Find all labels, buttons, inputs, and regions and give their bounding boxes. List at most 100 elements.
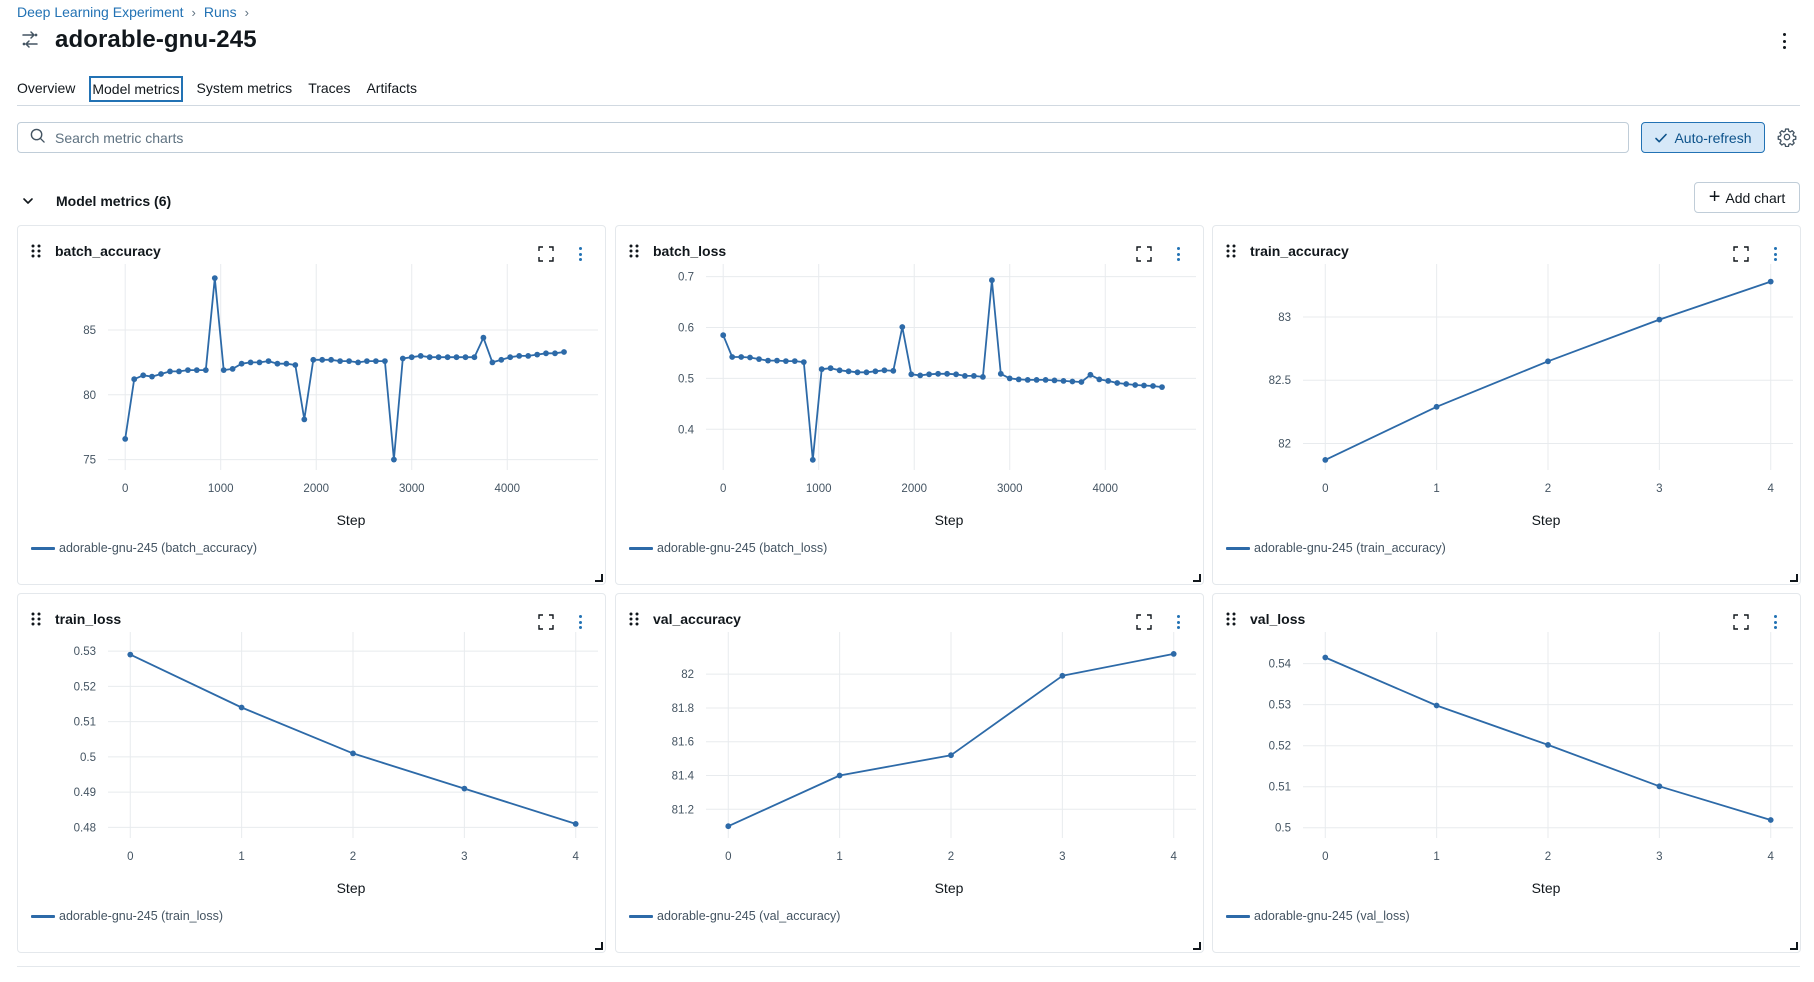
- data-point[interactable]: [997, 370, 1004, 377]
- data-point[interactable]: [908, 371, 915, 378]
- data-point[interactable]: [1060, 378, 1067, 384]
- data-point[interactable]: [863, 369, 870, 376]
- auto-refresh-button[interactable]: Auto-refresh: [1641, 122, 1765, 153]
- data-point[interactable]: [534, 351, 541, 358]
- data-point[interactable]: [800, 359, 807, 365]
- data-point[interactable]: [220, 367, 227, 373]
- data-point[interactable]: [1322, 457, 1329, 463]
- data-point[interactable]: [417, 353, 424, 359]
- data-point[interactable]: [827, 365, 834, 372]
- data-point[interactable]: [1322, 654, 1329, 661]
- data-point[interactable]: [480, 334, 487, 341]
- data-point[interactable]: [1015, 376, 1022, 383]
- data-point[interactable]: [948, 752, 954, 759]
- data-point[interactable]: [127, 651, 134, 658]
- resize-handle[interactable]: [1790, 574, 1798, 582]
- breadcrumb-experiment-link[interactable]: Deep Learning Experiment: [17, 4, 184, 20]
- data-point[interactable]: [158, 371, 164, 377]
- data-point[interactable]: [756, 356, 762, 362]
- data-point[interactable]: [962, 373, 968, 379]
- data-point[interactable]: [1545, 358, 1551, 365]
- data-point[interactable]: [729, 354, 736, 360]
- data-point[interactable]: [1024, 377, 1031, 383]
- data-point[interactable]: [408, 354, 415, 361]
- data-point[interactable]: [944, 370, 950, 377]
- fullscreen-icon[interactable]: [1733, 246, 1749, 262]
- add-chart-button[interactable]: + Add chart: [1694, 182, 1800, 213]
- data-point[interactable]: [1132, 382, 1139, 388]
- data-point[interactable]: [185, 367, 191, 373]
- data-point[interactable]: [319, 356, 326, 363]
- data-point[interactable]: [1114, 380, 1121, 386]
- tab-overview[interactable]: Overview: [17, 80, 76, 96]
- data-point[interactable]: [382, 358, 388, 364]
- drag-handle-icon[interactable]: [31, 244, 41, 258]
- data-point[interactable]: [350, 750, 356, 757]
- data-point[interactable]: [1767, 278, 1774, 285]
- data-point[interactable]: [917, 372, 924, 379]
- data-point[interactable]: [818, 366, 825, 373]
- data-point[interactable]: [935, 370, 941, 377]
- data-point[interactable]: [1656, 316, 1663, 323]
- data-point[interactable]: [738, 354, 745, 360]
- data-point[interactable]: [926, 371, 932, 378]
- data-point[interactable]: [283, 360, 290, 367]
- data-point[interactable]: [426, 354, 433, 361]
- data-point[interactable]: [193, 367, 200, 373]
- data-point[interactable]: [845, 368, 852, 375]
- data-point[interactable]: [435, 354, 442, 361]
- tab-artifacts[interactable]: Artifacts: [366, 80, 418, 96]
- data-point[interactable]: [552, 350, 558, 357]
- data-point[interactable]: [1767, 817, 1774, 823]
- chevron-down-icon[interactable]: [17, 190, 39, 212]
- data-point[interactable]: [373, 358, 379, 364]
- data-point[interactable]: [131, 376, 138, 383]
- data-point[interactable]: [774, 357, 780, 364]
- fullscreen-icon[interactable]: [538, 246, 554, 262]
- drag-handle-icon[interactable]: [629, 244, 639, 258]
- data-point[interactable]: [238, 360, 245, 367]
- data-point[interactable]: [310, 356, 317, 363]
- fullscreen-icon[interactable]: [1136, 614, 1152, 630]
- data-point[interactable]: [337, 358, 343, 364]
- data-point[interactable]: [1123, 381, 1130, 387]
- data-point[interactable]: [1078, 379, 1085, 385]
- data-point[interactable]: [1051, 377, 1058, 384]
- resize-handle[interactable]: [1193, 574, 1201, 582]
- data-point[interactable]: [836, 367, 843, 374]
- data-point[interactable]: [301, 416, 308, 423]
- data-point[interactable]: [836, 772, 843, 779]
- data-point[interactable]: [364, 358, 370, 364]
- chart-menu-button[interactable]: [1768, 244, 1782, 264]
- drag-handle-icon[interactable]: [629, 612, 639, 626]
- data-point[interactable]: [247, 359, 254, 366]
- data-point[interactable]: [1069, 378, 1076, 385]
- data-point[interactable]: [765, 357, 771, 364]
- fullscreen-icon[interactable]: [538, 614, 554, 630]
- breadcrumb-runs-link[interactable]: Runs: [203, 4, 237, 20]
- resize-handle[interactable]: [595, 574, 603, 582]
- run-actions-menu-button[interactable]: [1774, 30, 1794, 52]
- resize-handle[interactable]: [1790, 942, 1798, 950]
- data-point[interactable]: [444, 354, 451, 361]
- data-point[interactable]: [149, 373, 155, 380]
- tab-system-metrics[interactable]: System metrics: [196, 80, 293, 96]
- data-point[interactable]: [1433, 403, 1440, 410]
- chart-menu-button[interactable]: [573, 612, 587, 632]
- data-point[interactable]: [346, 358, 352, 364]
- data-point[interactable]: [489, 359, 496, 366]
- data-point[interactable]: [747, 354, 753, 361]
- data-point[interactable]: [854, 369, 861, 376]
- data-point[interactable]: [1059, 672, 1066, 679]
- data-point[interactable]: [980, 374, 986, 380]
- data-point[interactable]: [167, 368, 173, 375]
- data-point[interactable]: [725, 823, 732, 830]
- chart-menu-button[interactable]: [573, 244, 587, 264]
- data-point[interactable]: [525, 353, 532, 359]
- data-point[interactable]: [461, 785, 468, 792]
- data-point[interactable]: [211, 275, 218, 281]
- data-point[interactable]: [516, 353, 523, 359]
- data-point[interactable]: [890, 367, 897, 374]
- chart-menu-button[interactable]: [1171, 244, 1185, 264]
- data-point[interactable]: [399, 355, 406, 362]
